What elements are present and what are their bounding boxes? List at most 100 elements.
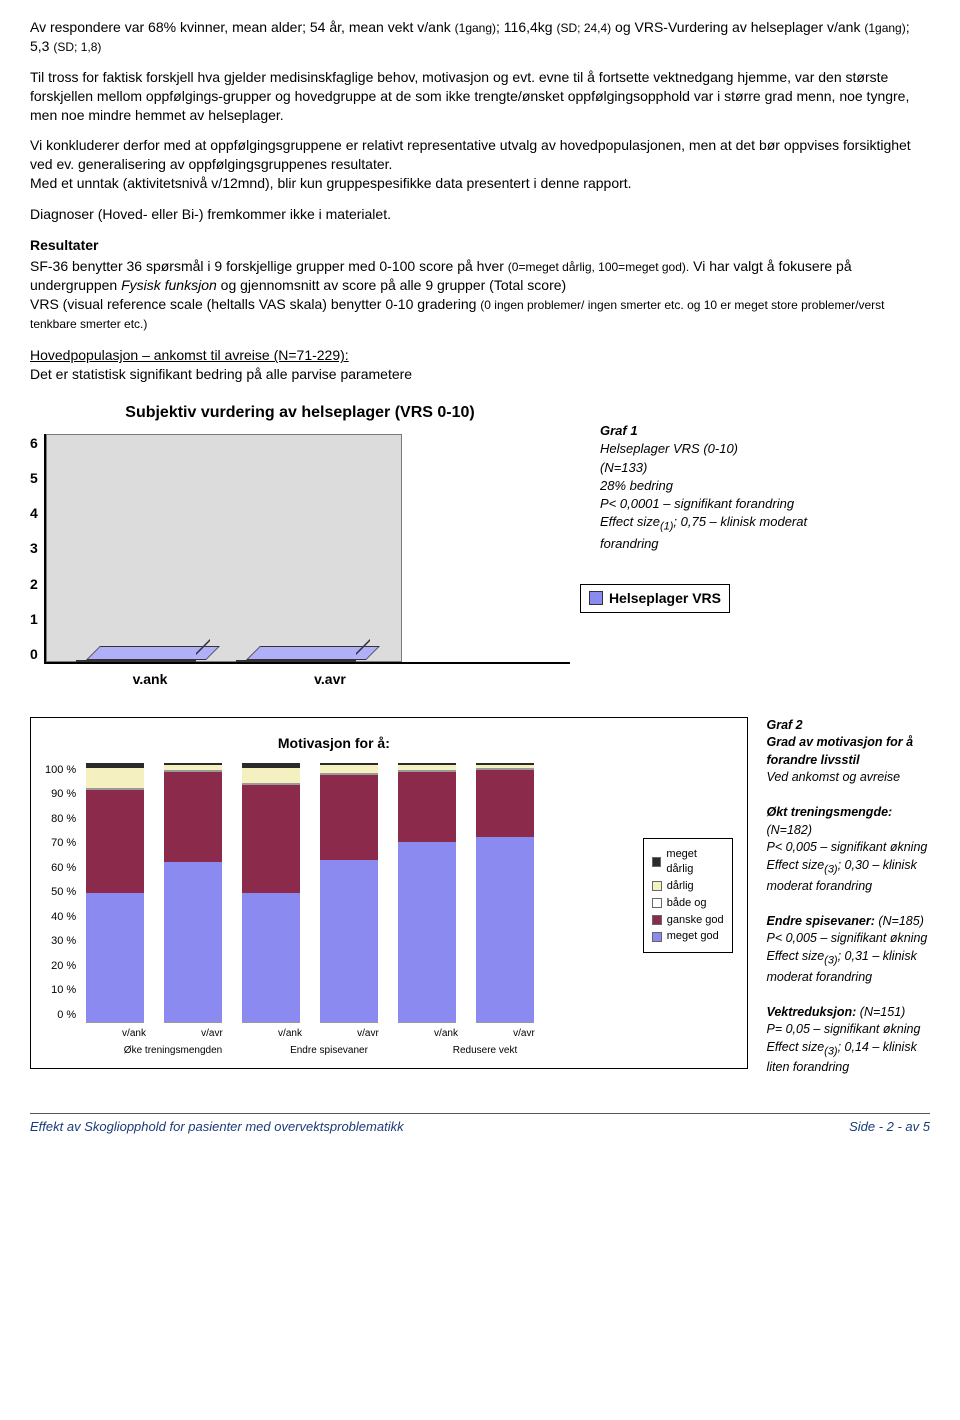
legend-label: både og: [667, 896, 707, 911]
chart1-bar: [76, 660, 196, 662]
para-3: Vi konkluderer derfor med at oppfølgings…: [30, 136, 930, 193]
p5d: Fysisk funksjon: [121, 277, 217, 293]
ytick: 0: [30, 645, 38, 664]
bar-segment: [242, 893, 300, 1022]
legend-label: Helseplager VRS: [609, 589, 721, 608]
c1s-l6a: Effect size: [600, 514, 660, 529]
legend-row: både og: [652, 896, 725, 911]
legend-row: dårlig: [652, 879, 725, 894]
c2-h2: Grad av motivasjon for å forandre livsst…: [766, 735, 913, 767]
bar-segment: [164, 772, 222, 862]
c1s-l2: Helseplager VRS (0-10): [600, 441, 738, 456]
para-2: Til tross for faktisk forskjell hva gjel…: [30, 68, 930, 125]
c2-t1b: (N=182): [766, 823, 812, 837]
stacked-bar: [476, 763, 534, 1023]
c2-t2cb: (3): [824, 954, 837, 966]
ytick: 6: [30, 434, 38, 453]
legend-swatch: [652, 857, 662, 867]
ytick: 3: [30, 539, 38, 558]
p1d: (SD; 24,4): [556, 21, 611, 35]
bar-segment: [398, 772, 456, 841]
c2-t2b: P< 0,005 – signifikant økning: [766, 931, 927, 945]
c1s-l3: (N=133): [600, 460, 647, 475]
legend-row: meget god: [652, 929, 725, 944]
ytick: 50 %: [51, 885, 76, 900]
c2-t3ca: Effect size: [766, 1040, 824, 1054]
bar-segment: [320, 765, 378, 773]
bar-segment: [86, 893, 144, 1022]
bar-segment: [476, 837, 534, 1022]
ytick: 10 %: [51, 983, 76, 998]
chart2-caption: Graf 2 Grad av motivasjon for å forandre…: [766, 717, 930, 1077]
page-footer: Effekt av Skogliopphold for pasienter me…: [30, 1113, 930, 1136]
ytick: 4: [30, 504, 38, 523]
bar-segment: [86, 768, 144, 789]
chart1-caption: Graf 1 Helseplager VRS (0-10) (N=133) 28…: [600, 402, 860, 553]
ytick: 30 %: [51, 934, 76, 949]
hoved-lines: Hovedpopulasjon – ankomst til avreise (N…: [30, 346, 930, 384]
chart2-body: 100 %90 %80 %70 %60 %50 %40 %30 %20 %10 …: [45, 763, 623, 1023]
chart1: Subjektiv vurdering av helseplager (VRS …: [30, 402, 570, 688]
p5e: og gjennomsnitt av score på alle 9 grupp…: [217, 277, 566, 293]
resultater-hdr: Resultater: [30, 237, 98, 253]
p5f: VRS (visual reference scale (heltalls VA…: [30, 296, 480, 312]
bar-segment: [476, 770, 534, 837]
legend-swatch: [652, 932, 662, 942]
ytick: 60 %: [51, 861, 76, 876]
bar-segment: [320, 860, 378, 1022]
c2-t1da: Effect size: [766, 858, 824, 872]
c1s-l6b: (1): [660, 521, 673, 533]
legend-row: meget dårlig: [652, 847, 725, 877]
chart2-grouplabels: Øke treningsmengdenEndre spisevanerRedus…: [45, 1044, 623, 1058]
xgroup: Øke treningsmengden: [95, 1044, 251, 1058]
legend-swatch: [589, 591, 603, 605]
chart1-plot: Helseplager VRS: [44, 434, 570, 664]
legend-row: ganske god: [652, 913, 725, 928]
ytick: 5: [30, 469, 38, 488]
chart2-sublabels: v/ankv/avrv/ankv/avrv/ankv/avr: [45, 1027, 623, 1041]
c1s-l1: Graf 1: [600, 423, 638, 438]
p1h: (SD; 1,8): [53, 40, 101, 54]
chart1-container: Subjektiv vurdering av helseplager (VRS …: [30, 402, 930, 688]
xsub: v/ank: [251, 1027, 329, 1041]
c2-t3b: P= 0,05 – signifikant økning: [766, 1022, 920, 1036]
resultater-heading: Resultater: [30, 236, 930, 255]
xsub: v/avr: [173, 1027, 251, 1041]
p3a: Vi konkluderer derfor med at oppfølgings…: [30, 137, 911, 172]
p1b: (1gang): [455, 21, 496, 35]
c2-t1db: (3): [824, 863, 837, 875]
xsub: v/ank: [407, 1027, 485, 1041]
legend-label: dårlig: [667, 879, 694, 894]
bar-segment: [242, 785, 300, 893]
chart2: Motivasjon for å: 100 %90 %80 %70 %60 %5…: [45, 734, 623, 1058]
footer-left: Effekt av Skogliopphold for pasienter me…: [30, 1118, 404, 1136]
para-4: Diagnoser (Hoved- eller Bi-) fremkommer …: [30, 205, 930, 224]
stacked-bar: [320, 763, 378, 1023]
hoved-l2: Det er statistisk signifikant bedring på…: [30, 366, 412, 382]
p1a: Av respondere var 68% kvinner, mean alde…: [30, 19, 455, 35]
footer-right: Side - 2 - av 5: [849, 1118, 930, 1136]
ytick: 2: [30, 575, 38, 594]
ytick: 0 %: [57, 1008, 76, 1023]
bar-segment: [86, 790, 144, 893]
bar-segment: [320, 775, 378, 860]
p5b: (0=meget dårlig, 100=meget god).: [508, 260, 689, 274]
xsub: v/avr: [329, 1027, 407, 1041]
legend-swatch: [652, 898, 662, 908]
c2-t1c: P< 0,005 – signifikant økning: [766, 840, 927, 854]
p1f: (1gang): [864, 21, 905, 35]
legend-label: meget dårlig: [666, 847, 724, 877]
c2-t2a: Endre spisevaner:: [766, 914, 874, 928]
p1c: ; 116,4kg: [496, 19, 556, 35]
xsub: v/ank: [95, 1027, 173, 1041]
c2-t2a2: (N=185): [875, 914, 924, 928]
c2-t3a: Vektreduksjon:: [766, 1005, 856, 1019]
xsub: v/avr: [485, 1027, 563, 1041]
stacked-bar: [86, 763, 144, 1023]
ytick: 100 %: [45, 763, 76, 778]
c2-h3: Ved ankomst og avreise: [766, 770, 900, 784]
c1s-l4: 28% bedring: [600, 478, 673, 493]
bar-segment: [164, 862, 222, 1021]
stacked-bar: [242, 763, 300, 1023]
xcat: v.avr: [270, 670, 390, 689]
